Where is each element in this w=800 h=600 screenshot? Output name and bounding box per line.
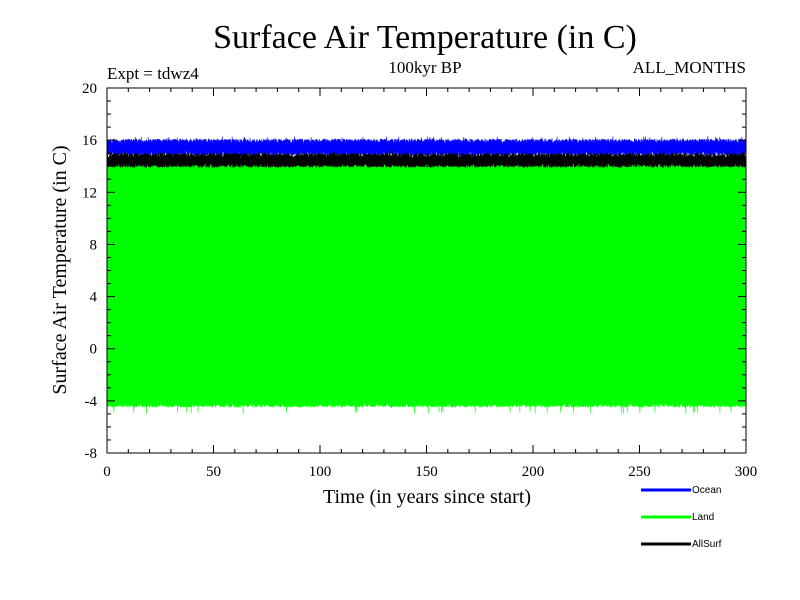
y-tick-label: 16 [82, 133, 98, 149]
x-tick-label: 250 [628, 464, 651, 480]
x-tick-label: 200 [522, 464, 545, 480]
y-tick-label: 4 [90, 290, 98, 306]
x-tick-label: 150 [415, 464, 438, 480]
chart-title: Surface Air Temperature (in C) [213, 19, 637, 56]
y-tick-label: 20 [82, 81, 97, 97]
x-tick-label: 0 [103, 464, 111, 480]
legend: Ocean Land AllSurf [641, 485, 722, 550]
series-ocean-band [106, 136, 747, 157]
legend-label-ocean: Ocean [692, 485, 721, 496]
y-tick-label: 12 [82, 185, 97, 201]
x-tick-label: 300 [735, 464, 758, 480]
y-axis-label: Surface Air Temperature (in C) [49, 145, 71, 394]
x-axis-label: Time (in years since start) [323, 486, 531, 508]
x-tick-label: 100 [309, 464, 332, 480]
y-tick-label: -4 [85, 394, 98, 410]
legend-label-allsurf: AllSurf [692, 539, 722, 550]
legend-label-land: Land [692, 512, 714, 523]
months-label: ALL_MONTHS [633, 58, 746, 77]
y-tick-label: -8 [85, 446, 98, 462]
y-tick-label: 8 [90, 237, 98, 253]
period-label: 100kyr BP [388, 58, 461, 77]
plot-area: 0 50 100 150 200 250 300 -8 -4 0 4 8 12 16 20 [82, 81, 757, 480]
experiment-label: Expt = tdwz4 [107, 64, 199, 83]
x-tick-label: 50 [206, 464, 221, 480]
series-land-band [106, 158, 747, 414]
y-tick-label: 0 [90, 342, 98, 358]
